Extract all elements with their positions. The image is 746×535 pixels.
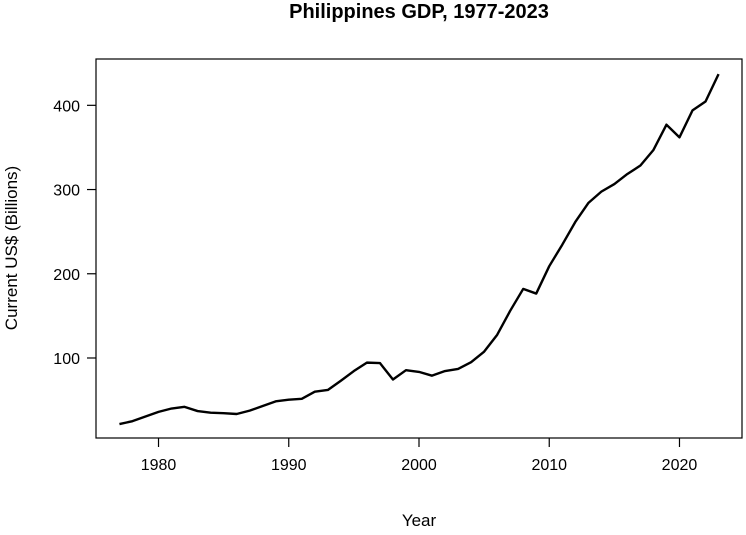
data-point-2013 (587, 202, 589, 204)
data-point-1990 (288, 398, 290, 400)
data-point-2015 (613, 183, 615, 185)
data-point-1979 (144, 415, 146, 417)
data-point-2020 (678, 136, 680, 138)
data-point-2008 (522, 288, 524, 290)
data-point-2002 (444, 370, 446, 372)
data-point-2014 (600, 190, 602, 192)
data-point-2016 (626, 173, 628, 175)
x-axis: 1980 1990 2000 2010 2020 (141, 438, 698, 474)
data-point-1986 (235, 413, 237, 415)
data-point-1982 (183, 406, 185, 408)
data-point-1993 (327, 389, 329, 391)
data-point-2009 (535, 292, 537, 294)
data-point-2010 (548, 265, 550, 267)
data-point-1983 (196, 410, 198, 412)
data-point-1999 (405, 369, 407, 371)
x-axis-label: Year (402, 511, 437, 530)
data-point-1994 (340, 380, 342, 382)
data-point-2019 (665, 123, 667, 125)
data-points (118, 73, 720, 425)
data-point-2023 (717, 73, 719, 75)
y-tick-label-300: 300 (53, 183, 80, 200)
data-point-2018 (652, 149, 654, 151)
data-point-1991 (301, 398, 303, 400)
data-point-1980 (157, 411, 159, 413)
data-point-1989 (275, 400, 277, 402)
data-point-2012 (574, 221, 576, 223)
y-tick-label-200: 200 (53, 267, 80, 284)
data-point-2004 (470, 361, 472, 363)
data-point-1992 (314, 390, 316, 392)
data-point-1997 (379, 362, 381, 364)
data-point-1978 (131, 420, 133, 422)
data-point-2017 (639, 164, 641, 166)
x-tick-label-1990: 1990 (271, 457, 307, 474)
x-tick-label-1980: 1980 (141, 457, 177, 474)
y-axis: 100 200 300 400 (53, 98, 96, 368)
data-point-1985 (222, 412, 224, 414)
data-point-1996 (366, 361, 368, 363)
y-tick-label-100: 100 (53, 351, 80, 368)
data-point-1988 (262, 405, 264, 407)
data-point-1998 (392, 378, 394, 380)
data-point-2003 (457, 368, 459, 370)
data-point-1987 (248, 409, 250, 411)
data-point-1984 (209, 412, 211, 414)
data-point-2021 (691, 109, 693, 111)
y-axis-label: Current US$ (Billions) (2, 166, 21, 330)
series-line-gdp (119, 73, 720, 426)
data-point-2006 (496, 334, 498, 336)
x-tick-label-2020: 2020 (662, 457, 698, 474)
data-point-1995 (353, 370, 355, 372)
data-point-2005 (483, 350, 485, 352)
x-tick-label-2000: 2000 (401, 457, 437, 474)
data-point-2001 (431, 374, 433, 376)
y-tick-label-400: 400 (53, 98, 80, 115)
chart-title: Philippines GDP, 1977-2023 (289, 1, 549, 23)
data-point-2007 (509, 310, 511, 312)
data-point-1981 (170, 407, 172, 409)
data-point-1977 (118, 423, 120, 425)
data-point-2022 (704, 100, 706, 102)
plot-frame (95, 58, 743, 439)
x-tick-label-2010: 2010 (531, 457, 567, 474)
data-point-2000 (418, 371, 420, 373)
data-point-2011 (561, 244, 563, 246)
